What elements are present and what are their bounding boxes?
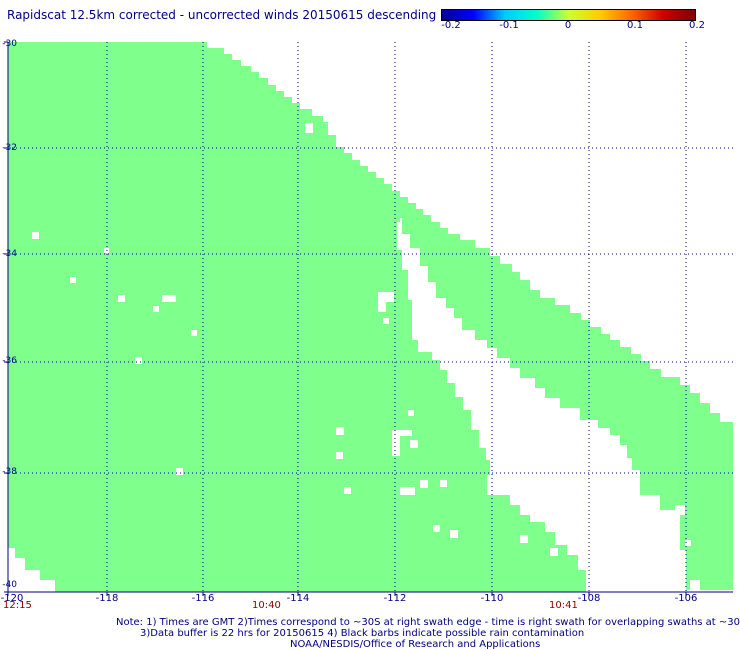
axes-layer — [4, 41, 733, 596]
swath-gap — [336, 427, 344, 435]
swath-gap — [153, 306, 159, 312]
lat-label-40s: -40 — [2, 580, 17, 590]
grid-layer — [8, 42, 733, 592]
swath-gap — [440, 480, 447, 487]
lon-label-120w: -120 — [0, 593, 24, 604]
left-swath — [8, 42, 586, 592]
time-label-right: 10:41 — [549, 600, 578, 611]
colorbar-tick-label: 0.1 — [627, 20, 643, 31]
swath-gap — [191, 330, 197, 336]
time-label-center: 10:40 — [252, 600, 281, 611]
swath-gap — [336, 452, 343, 459]
swath-gap — [542, 445, 556, 465]
note-line-3: NOAA/NESDIS/Office of Research and Appli… — [290, 639, 541, 650]
swath-gap — [135, 357, 142, 364]
note-line-2: 3)Data buffer is 22 hrs for 20150615 4) … — [140, 628, 585, 639]
lon-label-116w: -116 — [191, 593, 215, 604]
swath-gap — [162, 295, 176, 302]
swath-gap — [392, 430, 412, 436]
swath-gap — [433, 525, 440, 532]
swath-gap — [408, 410, 414, 416]
lat-label-32s: -32 — [2, 143, 17, 153]
swath-gap — [383, 318, 389, 324]
note-line-1: Note: 1) Times are GMT 2)Times correspon… — [116, 617, 740, 628]
swath-gap — [433, 342, 440, 349]
swath-gap — [548, 438, 556, 446]
right-swath — [392, 191, 733, 590]
swath-gap — [70, 277, 76, 283]
colorbar — [441, 9, 696, 21]
lon-label-110w: -110 — [480, 593, 504, 604]
swath-gap — [378, 302, 386, 312]
colorbar-gradient — [442, 10, 695, 20]
swath-gap — [690, 580, 700, 592]
swath-gap — [410, 440, 418, 448]
swath-gap — [675, 505, 685, 515]
colorbar-tick-label: 0 — [564, 20, 572, 31]
swath-gap — [550, 548, 558, 556]
lon-label-112w: -112 — [383, 593, 407, 604]
swath-gap — [344, 487, 351, 494]
swath-gap — [305, 123, 313, 133]
swath-gap — [685, 540, 691, 546]
swath-gap — [392, 436, 400, 456]
swath-gap — [378, 292, 394, 302]
swath-gap — [560, 445, 567, 452]
colorbar-tick-label: -0.2 — [441, 20, 461, 31]
colorbar-tick-label: 0.2 — [689, 20, 705, 31]
lon-label-118w: -118 — [95, 593, 119, 604]
lon-label-108w: -108 — [577, 593, 601, 604]
lon-label-114w: -114 — [286, 593, 310, 604]
swath-layer — [8, 42, 733, 592]
swath-gap — [420, 480, 428, 488]
lat-label-34s: -34 — [2, 249, 17, 259]
swath-gap — [450, 530, 458, 538]
time-label-left: 12:15 — [3, 600, 32, 611]
swath-gap — [176, 468, 183, 475]
swath-gap — [530, 470, 538, 477]
swath-gap — [32, 232, 39, 239]
lon-label-106w: -106 — [674, 593, 698, 604]
lat-label-38s: -38 — [2, 467, 17, 477]
swath-gap — [400, 487, 415, 495]
swath-gap — [421, 325, 429, 333]
colorbar-tick-label: -0.1 — [499, 20, 519, 31]
chart-title: Rapidscat 12.5km corrected - uncorrected… — [7, 8, 437, 22]
swath-gap — [118, 295, 125, 302]
swath-gap — [520, 535, 528, 543]
lat-label-36s: -36 — [2, 356, 17, 366]
lat-label-30s: -30 — [2, 39, 17, 49]
